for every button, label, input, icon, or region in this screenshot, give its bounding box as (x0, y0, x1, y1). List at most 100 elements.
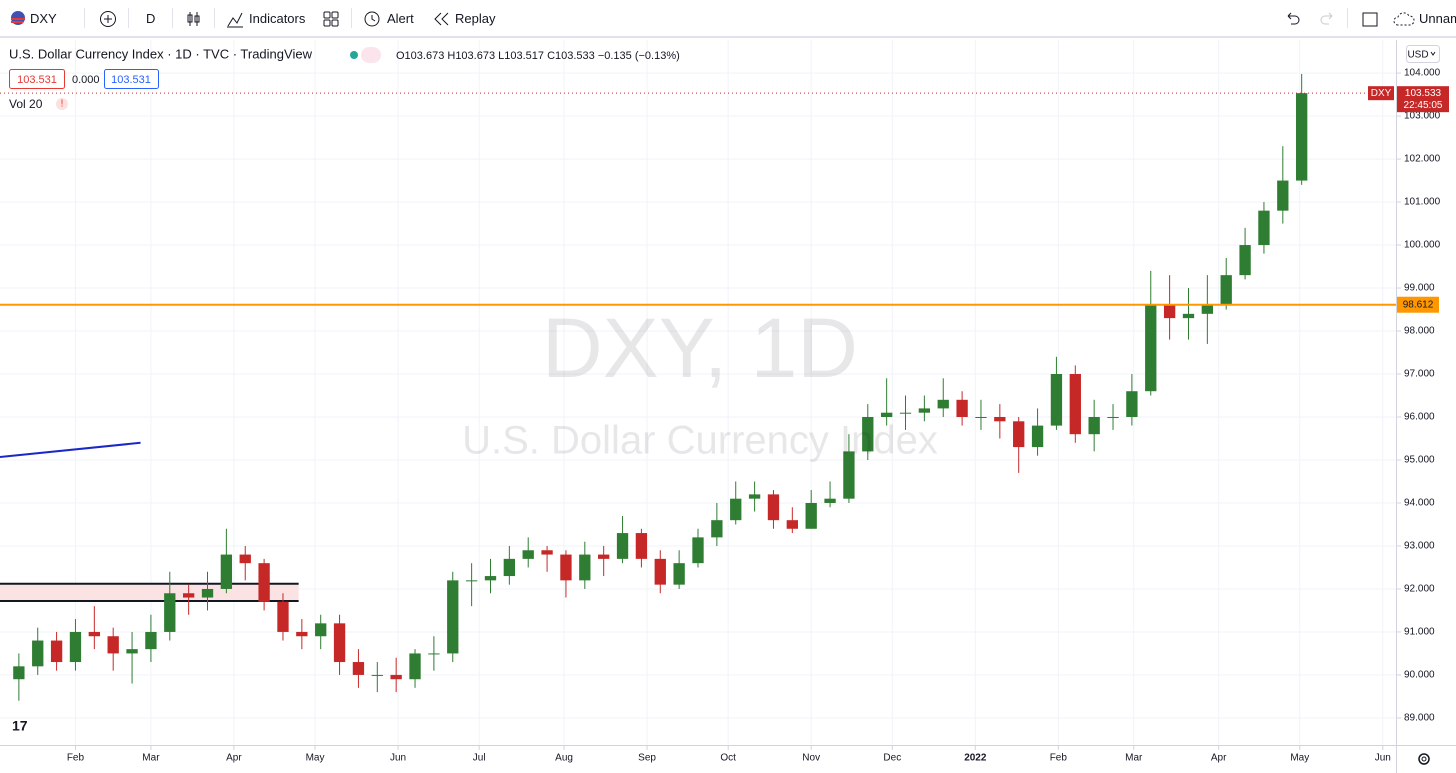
y-tick-label: 95.000 (1404, 455, 1435, 466)
candle-body (1277, 180, 1289, 211)
candle-body (786, 520, 798, 529)
x-tick-label: May (306, 753, 325, 764)
candle-body (918, 408, 931, 413)
x-tick-label: Jun (1375, 753, 1391, 764)
x-tick-label: Feb (67, 753, 85, 764)
candle-body (692, 537, 704, 564)
separator (84, 8, 85, 28)
trendline (0, 441, 141, 458)
currency-caret (1430, 51, 1436, 56)
watermark: DXY, 1D (542, 301, 858, 395)
candle-body (522, 550, 534, 559)
candle-body (1296, 93, 1308, 181)
x-tick-label: Feb (1050, 753, 1068, 764)
volume-label: Vol 20 (9, 97, 43, 111)
candle-body (541, 550, 553, 555)
warning-icon[interactable] (56, 98, 68, 110)
redo-icon[interactable] (1318, 10, 1336, 28)
candle-body (239, 554, 251, 564)
layout-icon[interactable] (322, 10, 340, 28)
replay-button[interactable]: Replay (455, 11, 496, 26)
x-tick-label: Oct (720, 753, 736, 764)
y-tick-label: 97.000 (1404, 369, 1435, 380)
y-tick-label: 90.000 (1404, 670, 1435, 681)
y-tick-label: 89.000 (1404, 713, 1435, 724)
separator (1347, 8, 1348, 28)
candle-body (994, 417, 1006, 422)
symbol-tag: DXY (1371, 88, 1392, 99)
undo-icon[interactable] (1284, 10, 1302, 28)
candle-body (296, 631, 308, 637)
candle-body (616, 533, 629, 559)
alert-button[interactable]: Alert (387, 11, 414, 26)
candle-body (975, 417, 987, 419)
y-tick-label: 98.000 (1404, 326, 1435, 337)
candle-body (182, 593, 195, 598)
candle-body (390, 674, 402, 680)
y-tick-label: 93.000 (1404, 541, 1435, 552)
candle-body (767, 494, 780, 521)
x-tick-label: Aug (555, 753, 573, 764)
x-tick-label: Mar (1125, 753, 1143, 764)
symbol-tag-box (1368, 86, 1394, 101)
x-tick-label: Sep (638, 753, 656, 764)
candle-body (1201, 305, 1214, 314)
tv-logo: 17 (12, 718, 28, 734)
candle-body (333, 623, 346, 663)
candle-body (635, 533, 648, 559)
fullscreen-icon[interactable] (1361, 10, 1379, 28)
candle-body (1088, 417, 1100, 435)
warning-mark: ! (61, 99, 64, 110)
candle-body (1126, 391, 1138, 418)
currency-button[interactable] (1406, 45, 1440, 63)
toolbar: DXY D Indicators Alert Replay Unnam (0, 0, 1456, 38)
legend-title: U.S. Dollar Currency Index · 1D · TVC · … (9, 46, 313, 61)
settings-icon[interactable] (1418, 753, 1430, 765)
x-tick-label: May (1290, 753, 1309, 764)
level-label-box (1397, 296, 1439, 313)
add-icon[interactable] (99, 10, 117, 28)
candle-body (1258, 210, 1270, 246)
candle-body (1182, 313, 1195, 319)
candle-body (1013, 421, 1025, 448)
candle-body (1145, 305, 1157, 392)
y-tick-label: 103.000 (1404, 111, 1441, 122)
last-price-box (1397, 86, 1449, 113)
candle-body (503, 558, 516, 577)
alert-icon[interactable] (363, 10, 381, 28)
cloud-icon[interactable] (1392, 10, 1416, 28)
candle-body (880, 412, 893, 418)
x-tick-label: Apr (226, 753, 242, 764)
candle-body (843, 451, 855, 499)
symbol[interactable]: DXY (30, 11, 57, 26)
y-tick-label: 92.000 (1404, 584, 1435, 595)
ask-box[interactable] (104, 69, 159, 89)
candle-body (1239, 245, 1251, 276)
bars-icon[interactable] (185, 10, 203, 28)
candle-body (1220, 275, 1232, 306)
indicators-button[interactable]: Indicators (249, 11, 306, 26)
level-label: 98.612 (1403, 299, 1434, 310)
y-tick-label: 99.000 (1404, 283, 1435, 294)
candle-body (484, 576, 497, 581)
status-dot (350, 51, 358, 59)
candle-body (579, 554, 591, 581)
x-tick-label: Jun (390, 753, 406, 764)
interval[interactable]: D (146, 11, 156, 26)
candle-body (956, 399, 968, 418)
bid-box[interactable] (9, 69, 65, 89)
indicators-icon[interactable] (226, 10, 244, 28)
candle-body (1031, 425, 1044, 448)
flag-icon (11, 11, 25, 25)
separator (128, 8, 129, 28)
candle-body (164, 593, 176, 632)
x-tick-label: Apr (1211, 753, 1227, 764)
candle-body (899, 412, 912, 414)
candle-body (50, 640, 63, 663)
separator (214, 8, 215, 28)
replay-icon[interactable] (433, 11, 451, 27)
layout-name[interactable]: Unnam (1419, 11, 1456, 26)
separator (351, 8, 352, 28)
